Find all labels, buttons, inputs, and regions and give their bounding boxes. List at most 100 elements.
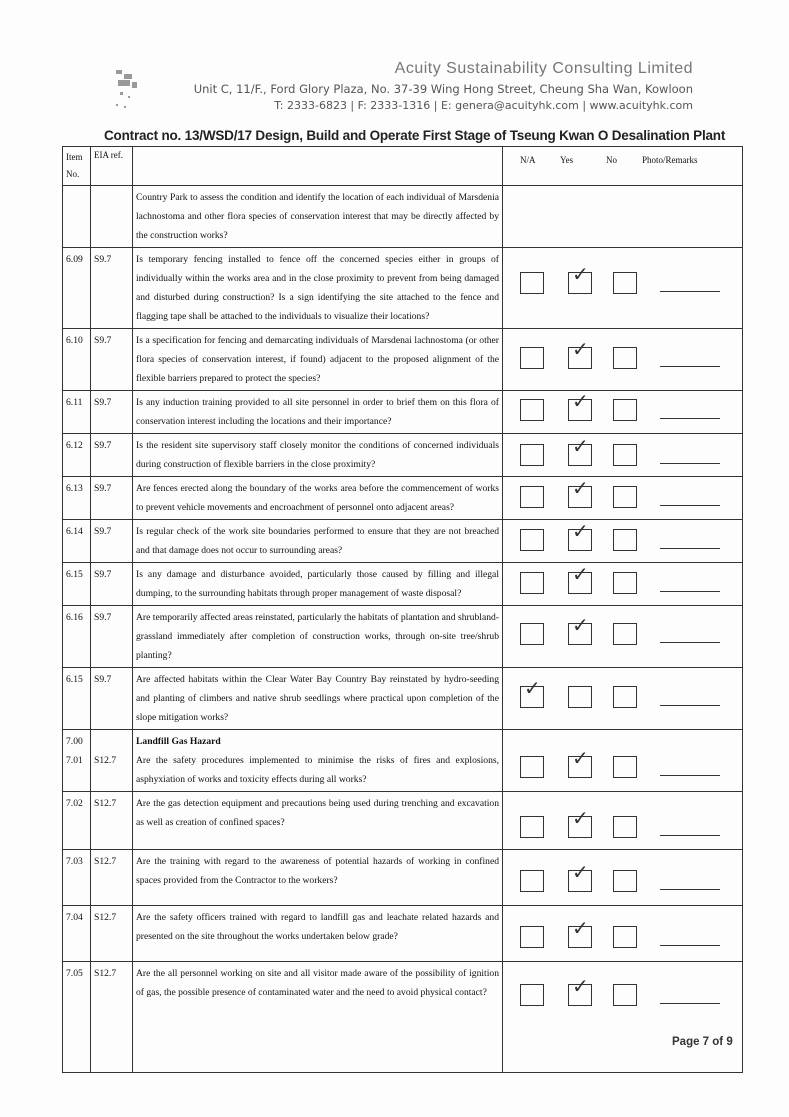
checkbox-yes[interactable]: ✓ [568, 436, 592, 466]
item-cell: 6.14 [62, 519, 91, 563]
checkbox-na[interactable] [520, 347, 544, 369]
eia-ref-text: S9.7 [94, 440, 112, 451]
checkbox-no[interactable] [613, 816, 637, 838]
checkbox-yes[interactable]: ✓ [568, 976, 592, 1006]
remarks-line[interactable] [660, 548, 720, 549]
checkbox-no[interactable] [613, 623, 637, 645]
remarks-line[interactable] [660, 889, 720, 890]
remarks-line[interactable] [660, 835, 720, 836]
checkbox-no[interactable] [613, 399, 637, 421]
eia-ref [90, 185, 133, 248]
item-number: 6.11 [66, 397, 83, 408]
checkbox-na[interactable] [520, 272, 544, 294]
checkbox-yes[interactable]: ✓ [568, 615, 592, 645]
remarks-line[interactable] [660, 705, 720, 706]
question-cell: Are the training with regard to the awar… [132, 849, 503, 906]
checkbox-na[interactable] [520, 486, 544, 508]
question-cell: Are the safety officers trained with reg… [132, 905, 503, 962]
question-text: Is regular check of the work site bounda… [136, 526, 499, 556]
remarks-line[interactable] [660, 418, 720, 419]
table-row: 6.15 S9.7 Are affected habitats within t… [62, 667, 743, 730]
checkbox-na[interactable] [520, 816, 544, 838]
remarks-line[interactable] [660, 775, 720, 776]
eia-ref-text: S12.7 [94, 755, 117, 766]
checkbox-yes[interactable] [568, 686, 592, 708]
question-text: Is the resident site supervisory staff c… [136, 440, 499, 470]
header-yes: Yes [560, 155, 574, 165]
checkbox-yes[interactable]: ✓ [568, 391, 592, 421]
checkbox-na[interactable] [520, 529, 544, 551]
remarks-line[interactable] [660, 642, 720, 643]
checkbox-yes[interactable]: ✓ [568, 564, 592, 594]
checkbox-na[interactable] [520, 926, 544, 948]
eia-ref: S12.7 [90, 729, 133, 792]
checkbox-no[interactable] [613, 926, 637, 948]
question-text: Are temporarily affected areas reinstate… [136, 612, 499, 661]
item-cell: 7.03 [62, 849, 91, 906]
answer-cell: ✓ [502, 905, 743, 962]
checkbox-na[interactable] [520, 399, 544, 421]
checkbox-no[interactable] [613, 272, 637, 294]
item-number: 6.09 [66, 254, 83, 265]
checkbox-na[interactable] [520, 984, 544, 1006]
remarks-line[interactable] [660, 366, 720, 367]
answer-cell: ✓ [502, 849, 743, 906]
checkbox-no[interactable] [613, 347, 637, 369]
checkbox-yes[interactable]: ✓ [568, 264, 592, 294]
eia-ref-text: S12.7 [94, 968, 117, 979]
checkbox-yes[interactable]: ✓ [568, 918, 592, 948]
checkbox-yes[interactable]: ✓ [568, 808, 592, 838]
answer-cell: ✓ [502, 562, 743, 606]
answer-cell: ✓ [502, 519, 743, 563]
item-cell: 6.13 [62, 476, 91, 520]
checkbox-na[interactable] [520, 444, 544, 466]
remarks-line[interactable] [660, 591, 720, 592]
company-logo [116, 70, 137, 108]
remarks-line[interactable] [660, 463, 720, 464]
checkbox-no[interactable] [613, 870, 637, 892]
checkbox-no[interactable] [613, 486, 637, 508]
checkbox-no[interactable] [613, 444, 637, 466]
remarks-line[interactable] [660, 945, 720, 946]
question-cell: Are temporarily affected areas reinstate… [132, 605, 503, 668]
answer-cell: ✓ [502, 961, 743, 1073]
question-cell: Are the all personnel working on site an… [132, 961, 503, 1073]
table-row: 7.03 S12.7 Are the training with regard … [62, 849, 743, 906]
eia-ref: S12.7 [90, 791, 133, 850]
item-cell: 6.16 [62, 605, 91, 668]
answer-cell: ✓ [502, 791, 743, 850]
eia-ref-text: S9.7 [94, 397, 112, 408]
checkbox-yes[interactable]: ✓ [568, 521, 592, 551]
checkmark-icon: ✓ [524, 676, 541, 700]
checkbox-no[interactable] [613, 686, 637, 708]
checkbox-na[interactable] [520, 623, 544, 645]
checklist-table: Item No. EIA ref. N/A Yes No Photo/Remar… [62, 146, 743, 1073]
checkbox-yes[interactable]: ✓ [568, 862, 592, 892]
remarks-line[interactable] [660, 505, 720, 506]
checkbox-no[interactable] [613, 984, 637, 1006]
remarks-line[interactable] [660, 291, 720, 292]
checkbox-na[interactable] [520, 870, 544, 892]
remarks-line[interactable] [660, 1003, 720, 1004]
question-text: Are the training with regard to the awar… [136, 856, 499, 886]
checkbox-na[interactable] [520, 572, 544, 594]
checkbox-yes[interactable]: ✓ [568, 748, 592, 778]
checkmark-icon: ✓ [572, 262, 589, 286]
checkmark-icon: ✓ [572, 916, 589, 940]
checkmark-icon: ✓ [572, 562, 589, 586]
checkbox-yes[interactable]: ✓ [568, 478, 592, 508]
header-no: No [606, 155, 617, 165]
checkbox-no[interactable] [613, 572, 637, 594]
checkbox-no[interactable] [613, 529, 637, 551]
question-text: Is any induction training provided to al… [136, 397, 499, 427]
checkbox-no[interactable] [613, 756, 637, 778]
question-text: Is any damage and disturbance avoided, p… [136, 569, 499, 599]
question-text: Are affected habitats within the Clear W… [136, 674, 499, 723]
question-text: Are the safety officers trained with reg… [136, 912, 499, 942]
contract-title: Contract no. 13/WSD/17 Design, Build and… [104, 128, 726, 143]
question-cell: Is any induction training provided to al… [132, 390, 503, 434]
checkbox-na[interactable]: ✓ [520, 678, 544, 708]
eia-ref: S9.7 [90, 433, 133, 477]
checkbox-yes[interactable]: ✓ [568, 339, 592, 369]
checkbox-na[interactable] [520, 756, 544, 778]
